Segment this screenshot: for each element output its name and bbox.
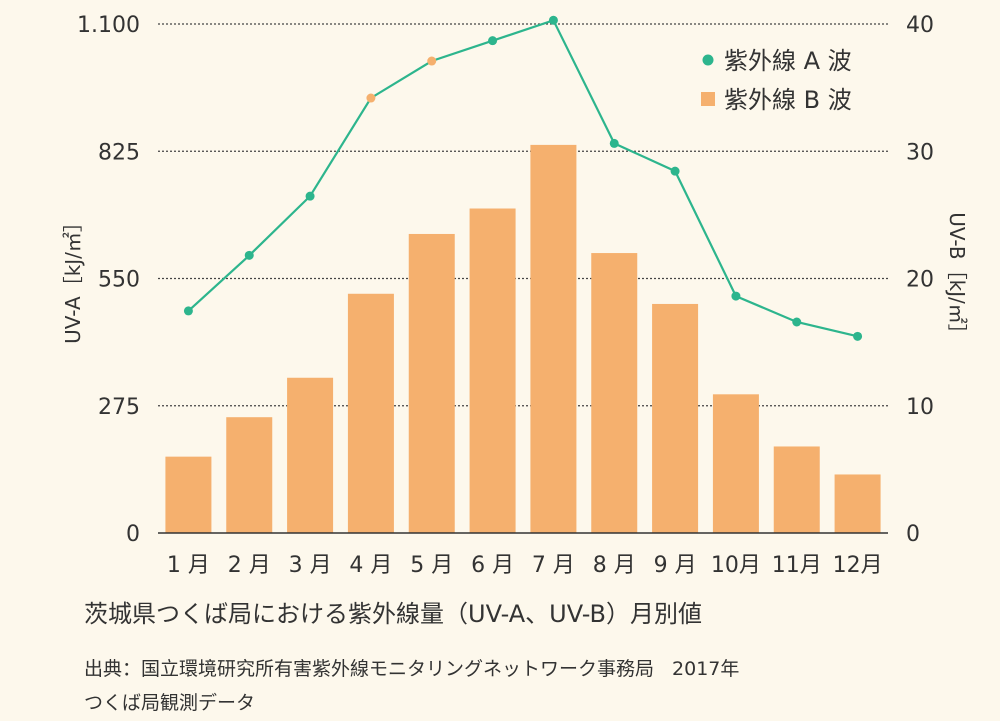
x-tick-4: 4 月 bbox=[349, 553, 392, 578]
uva-point-3 bbox=[305, 191, 315, 201]
bar-4 bbox=[347, 293, 394, 533]
y-left-tick-3: 825 bbox=[98, 140, 140, 165]
uvb-bars bbox=[165, 144, 881, 534]
legend-uvb-swatch bbox=[701, 92, 715, 106]
uva-point-12 bbox=[853, 331, 863, 341]
bar-7 bbox=[530, 144, 577, 533]
legend-uva-swatch bbox=[702, 54, 714, 66]
uva-point-8 bbox=[609, 138, 619, 148]
x-tick-7: 7 月 bbox=[532, 553, 575, 578]
uva-point-1 bbox=[183, 306, 193, 316]
source-year: 2017年 bbox=[672, 658, 740, 680]
y-left-tick-2: 550 bbox=[98, 268, 140, 293]
x-tick-1: 1 月 bbox=[167, 553, 210, 578]
axes: 0 275 550 825 1.100 0 10 20 30 40 1 月 2 月 3 月 4 月 5 月 6… bbox=[61, 13, 969, 578]
uva-point-7 bbox=[548, 15, 558, 25]
uva-point-2 bbox=[244, 250, 254, 260]
bar-8 bbox=[591, 253, 638, 534]
x-tick-9: 9 月 bbox=[654, 553, 697, 578]
y-right-title: UV-B［kJ/㎡］ bbox=[945, 212, 969, 344]
y-right-tick-4: 40 bbox=[906, 13, 934, 38]
bar-1 bbox=[165, 456, 212, 533]
source-note: 出典：国立環境研究所有害紫外線モニタリングネットワーク事務局 2017年 つくば局… bbox=[84, 652, 984, 720]
grid-lines bbox=[158, 23, 888, 407]
y-left-tick-1: 275 bbox=[98, 395, 140, 420]
y-left-title: UV-A［kJ/㎡］ bbox=[61, 212, 85, 344]
source-station: つくば局観測データ bbox=[84, 692, 256, 714]
uva-point-11 bbox=[792, 317, 802, 327]
uva-point-9 bbox=[670, 166, 680, 176]
uva-point-5 bbox=[427, 56, 437, 66]
x-tick-11: 11月 bbox=[772, 553, 822, 578]
y-left-tick-4: 1.100 bbox=[77, 13, 140, 38]
source-label: 出典：国立環境研究所有害紫外線モニタリングネットワーク事務局 bbox=[84, 658, 655, 680]
x-tick-6: 6 月 bbox=[471, 553, 514, 578]
bar-10 bbox=[712, 394, 759, 533]
uv-monthly-chart: 0 275 550 825 1.100 0 10 20 30 40 1 月 2 月 3 月 4 月 5 月 6… bbox=[61, 13, 969, 578]
y-right-tick-0: 0 bbox=[906, 522, 920, 547]
uva-point-4 bbox=[366, 93, 376, 103]
chart-caption: 茨城県つくば局における紫外線量（UV-A、UV-B）月別値 bbox=[84, 600, 702, 628]
x-tick-3: 3 月 bbox=[289, 553, 332, 578]
y-right-tick-2: 20 bbox=[906, 268, 934, 293]
y-right-tick-1: 10 bbox=[906, 395, 934, 420]
y-right-tick-3: 30 bbox=[906, 140, 934, 165]
bar-9 bbox=[652, 303, 699, 533]
uva-point-6 bbox=[488, 36, 498, 46]
bar-6 bbox=[469, 208, 516, 533]
x-tick-5: 5 月 bbox=[410, 553, 453, 578]
bar-5 bbox=[408, 233, 455, 533]
bar-2 bbox=[226, 417, 273, 533]
bar-12 bbox=[834, 474, 881, 533]
uva-line bbox=[183, 15, 863, 341]
x-tick-8: 8 月 bbox=[593, 553, 636, 578]
bar-3 bbox=[287, 377, 334, 533]
legend-uvb-label: 紫外線 B 波 bbox=[724, 86, 852, 114]
x-tick-12: 12月 bbox=[833, 553, 883, 578]
x-tick-2: 2 月 bbox=[228, 553, 271, 578]
uva-point-10 bbox=[731, 291, 741, 301]
uva-line-path bbox=[187, 18, 858, 338]
x-tick-10: 10月 bbox=[711, 553, 761, 578]
y-left-tick-0: 0 bbox=[126, 522, 140, 547]
bar-11 bbox=[773, 446, 820, 533]
legend-uva-label: 紫外線 A 波 bbox=[724, 47, 852, 75]
